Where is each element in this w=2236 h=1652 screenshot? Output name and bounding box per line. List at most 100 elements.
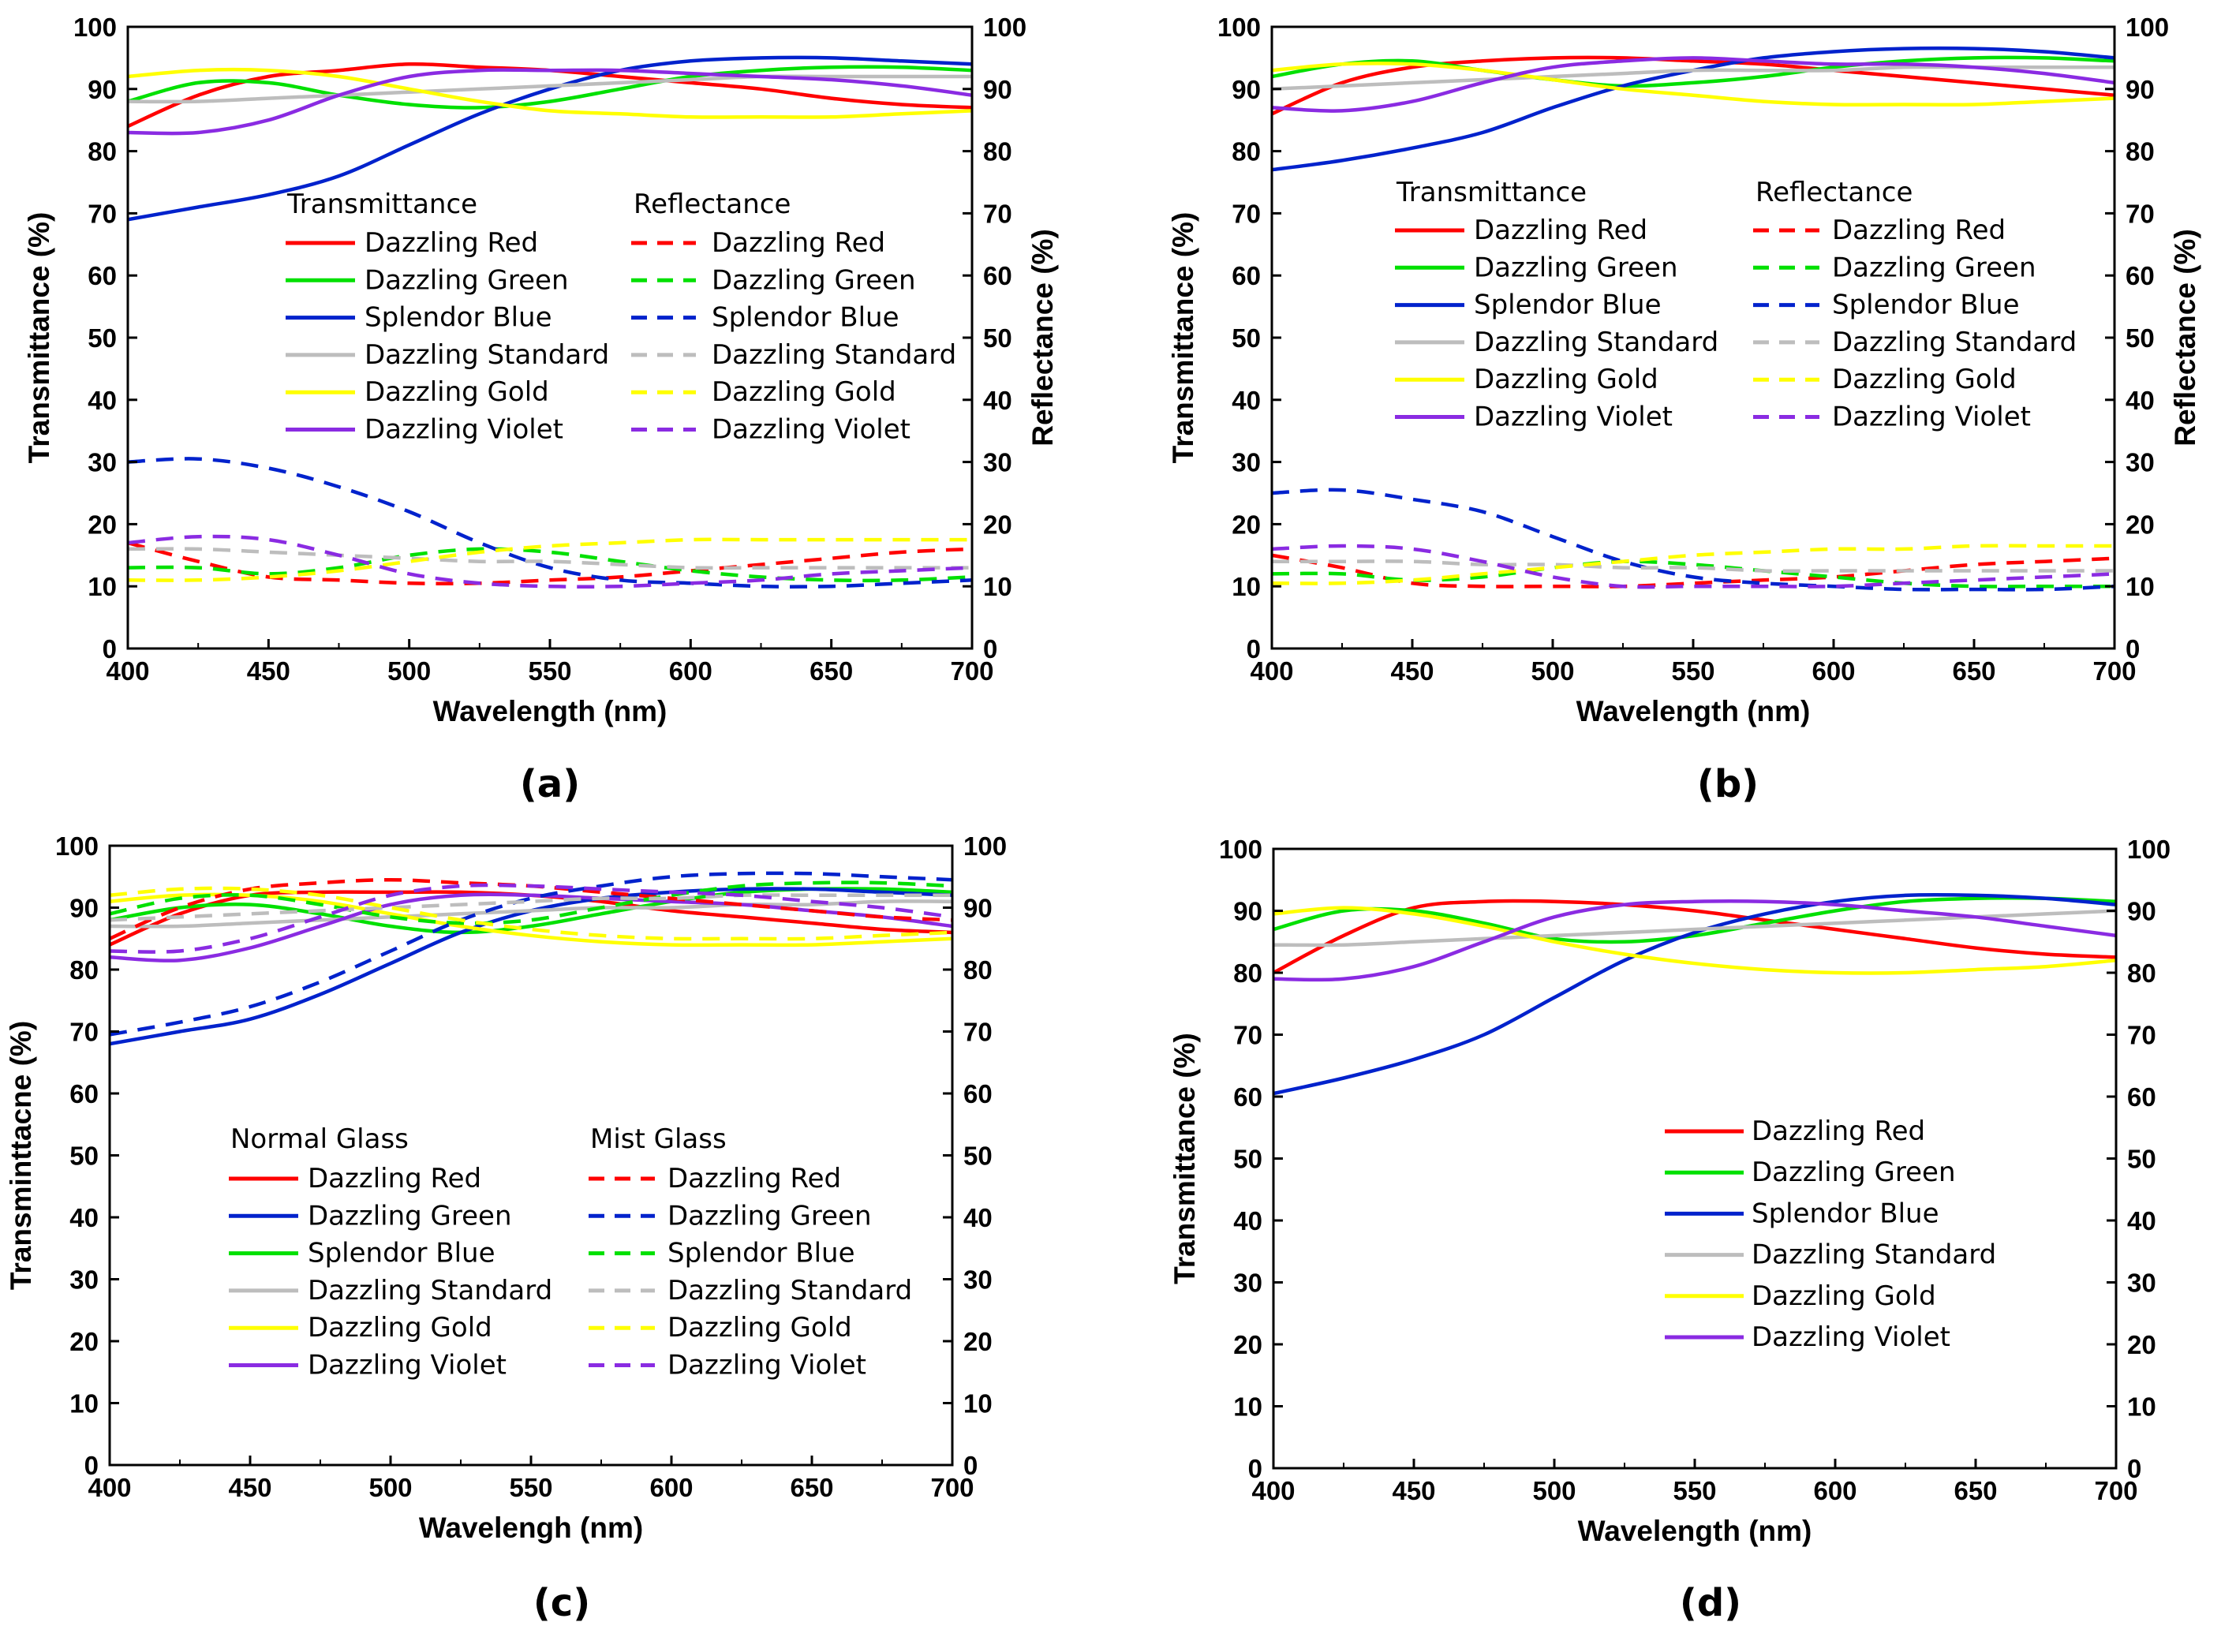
y-right-tick-label: 0 bbox=[2127, 1454, 2141, 1483]
legend-label-dazzling-standard: Dazzling Standard bbox=[365, 339, 609, 371]
y-right-tick-label: 70 bbox=[983, 199, 1012, 228]
series-line-dazzling-red-reflectance bbox=[1272, 553, 2114, 589]
y-tick-label: 40 bbox=[88, 386, 117, 415]
x-tick-label: 400 bbox=[106, 656, 149, 686]
y-right-tick-label: 30 bbox=[2126, 448, 2155, 477]
x-tick-label: 600 bbox=[1812, 656, 1855, 686]
x-tick-label: 550 bbox=[528, 656, 571, 686]
y-right-tick-label: 10 bbox=[2126, 572, 2155, 601]
y-tick-label: 0 bbox=[84, 1451, 99, 1480]
y-tick-label: 70 bbox=[1233, 1021, 1262, 1050]
legend-label-dazzling-red: Dazzling Red bbox=[712, 227, 885, 259]
legend-label-dazzling-violet: Dazzling Violet bbox=[365, 414, 563, 446]
x-tick-label: 700 bbox=[2092, 656, 2136, 686]
y-right-tick-label: 90 bbox=[2126, 75, 2155, 104]
y-tick-label: 80 bbox=[69, 955, 99, 985]
y-axis-title: Transminttacne (%) bbox=[5, 1021, 37, 1290]
y-right-tick-label: 20 bbox=[2126, 510, 2155, 539]
legend-label-dazzling-violet: Dazzling Violet bbox=[1832, 402, 2031, 433]
series-line-dazzling-gold bbox=[1273, 906, 2116, 975]
panel-label: (d) bbox=[1680, 1581, 1741, 1625]
x-tick-label: 650 bbox=[1952, 656, 1995, 686]
x-tick-label: 600 bbox=[1813, 1476, 1856, 1505]
y-right-tick-label: 100 bbox=[2127, 835, 2171, 864]
series-line-splendor-blue-transmittance bbox=[128, 55, 972, 222]
series-line-dazzling-red-reflectance bbox=[128, 540, 972, 585]
x-tick-label: 550 bbox=[1671, 656, 1714, 686]
y-right-tick-label: 100 bbox=[2126, 13, 2169, 42]
legend-label-dazzling-violet: Dazzling Violet bbox=[308, 1350, 507, 1381]
legend-label-dazzling-gold: Dazzling Gold bbox=[1752, 1280, 1936, 1312]
chart-panel-c: 0 0 10 10 20 20 30 30 40 40 50 50 60 60 70 70 80 80 90 90 10… bbox=[5, 832, 1007, 1625]
y-right-tick-label: 70 bbox=[2126, 199, 2155, 228]
legend-label-dazzling-green: Dazzling Green bbox=[712, 264, 916, 296]
legend-label-dazzling-standard: Dazzling Standard bbox=[712, 339, 956, 371]
series-line-splendor-blue-reflectance bbox=[128, 457, 972, 589]
legend-header: Reflectance bbox=[1756, 177, 1913, 208]
legend: Transmittance Reflectance Dazzling Red Dazz… bbox=[1395, 177, 2077, 433]
series-line-dazzling-green-transmittance bbox=[128, 65, 972, 110]
y-tick-label: 20 bbox=[1233, 1330, 1262, 1359]
y-right-tick-label: 60 bbox=[963, 1079, 993, 1108]
legend-label-dazzling-green: Dazzling Green bbox=[1474, 252, 1678, 283]
y-tick-label: 30 bbox=[69, 1265, 99, 1295]
panel-label: (c) bbox=[533, 1581, 590, 1625]
y-right-tick-label: 80 bbox=[2127, 959, 2156, 988]
x-tick-label: 500 bbox=[1532, 1476, 1576, 1505]
y-tick-label: 60 bbox=[69, 1079, 99, 1108]
y-right-tick-label: 80 bbox=[963, 955, 993, 985]
x-tick-label: 650 bbox=[1954, 1476, 1997, 1505]
legend-label-dazzling-gold: Dazzling Gold bbox=[712, 376, 896, 408]
series-line-dazzling-violet-mist-glass bbox=[110, 883, 952, 954]
y-tick-label: 90 bbox=[69, 894, 99, 923]
legend-label-dazzling-standard: Dazzling Standard bbox=[1832, 327, 2077, 358]
y-right-tick-label: 30 bbox=[2127, 1269, 2156, 1298]
y-right-tick-label: 10 bbox=[963, 1389, 993, 1418]
series-line-dazzling-green-mist-glass bbox=[110, 880, 952, 925]
panel-label: (a) bbox=[520, 762, 580, 806]
y-tick-label: 70 bbox=[69, 1018, 99, 1047]
y-right-tick-label: 40 bbox=[2127, 1206, 2156, 1235]
y-right-tick-label: 80 bbox=[2126, 137, 2155, 166]
y-tick-label: 50 bbox=[1232, 323, 1261, 353]
y-right-tick-label: 0 bbox=[963, 1451, 978, 1480]
y-right-tick-label: 30 bbox=[963, 1265, 993, 1295]
y-right-tick-label: 20 bbox=[983, 510, 1012, 539]
legend-label-dazzling-green: Dazzling Green bbox=[365, 264, 569, 296]
series-line-dazzling-standard-transmittance bbox=[128, 74, 972, 104]
chart-panel-a: 0 0 10 10 20 20 30 30 40 40 50 50 60 60 70 70 80 80 90 90 10… bbox=[23, 13, 1059, 806]
y-right-tick-label: 0 bbox=[983, 634, 997, 663]
y-tick-label: 0 bbox=[1248, 1454, 1262, 1483]
y-right-tick-label: 40 bbox=[963, 1203, 993, 1232]
y-tick-label: 80 bbox=[1232, 137, 1261, 166]
y-right-tick-label: 20 bbox=[2127, 1330, 2156, 1359]
legend-label-dazzling-red: Dazzling Red bbox=[667, 1163, 841, 1194]
series-line-dazzling-violet-reflectance bbox=[128, 534, 972, 589]
series-line-dazzling-standard-normal-glass bbox=[110, 899, 952, 929]
y-tick-label: 80 bbox=[1233, 959, 1262, 988]
legend-label-dazzling-violet: Dazzling Violet bbox=[1474, 402, 1673, 433]
y-tick-label: 60 bbox=[88, 261, 117, 290]
y-tick-label: 60 bbox=[1233, 1082, 1262, 1112]
legend-label-dazzling-red: Dazzling Red bbox=[1832, 215, 2006, 246]
legend-header: Transmittance bbox=[1396, 177, 1587, 208]
x-tick-label: 500 bbox=[1531, 656, 1574, 686]
legend: Normal Glass Mist Glass Dazzling Red Dazzli… bbox=[229, 1123, 912, 1381]
y-tick-label: 10 bbox=[88, 572, 117, 601]
legend-label-dazzling-violet: Dazzling Violet bbox=[1752, 1321, 1950, 1353]
x-axis-title: Wavelengh (nm) bbox=[419, 1512, 643, 1544]
y-right-tick-label: 50 bbox=[983, 323, 1012, 353]
y-right-tick-label: 50 bbox=[2127, 1145, 2156, 1174]
x-tick-label: 400 bbox=[1250, 656, 1293, 686]
series-line-splendor-blue bbox=[1273, 892, 2116, 1096]
y-right-tick-label: 60 bbox=[2127, 1082, 2156, 1112]
y-tick-label: 40 bbox=[69, 1203, 99, 1232]
series-group bbox=[1273, 892, 2116, 1096]
y-tick-label: 50 bbox=[69, 1142, 99, 1171]
legend-label-dazzling-green: Dazzling Green bbox=[1752, 1157, 1956, 1188]
y-tick-label: 30 bbox=[1232, 448, 1261, 477]
legend-label-dazzling-standard: Dazzling Standard bbox=[1752, 1239, 1996, 1271]
y-right-tick-label: 90 bbox=[963, 894, 993, 923]
y-right-tick-label: 100 bbox=[983, 13, 1026, 42]
